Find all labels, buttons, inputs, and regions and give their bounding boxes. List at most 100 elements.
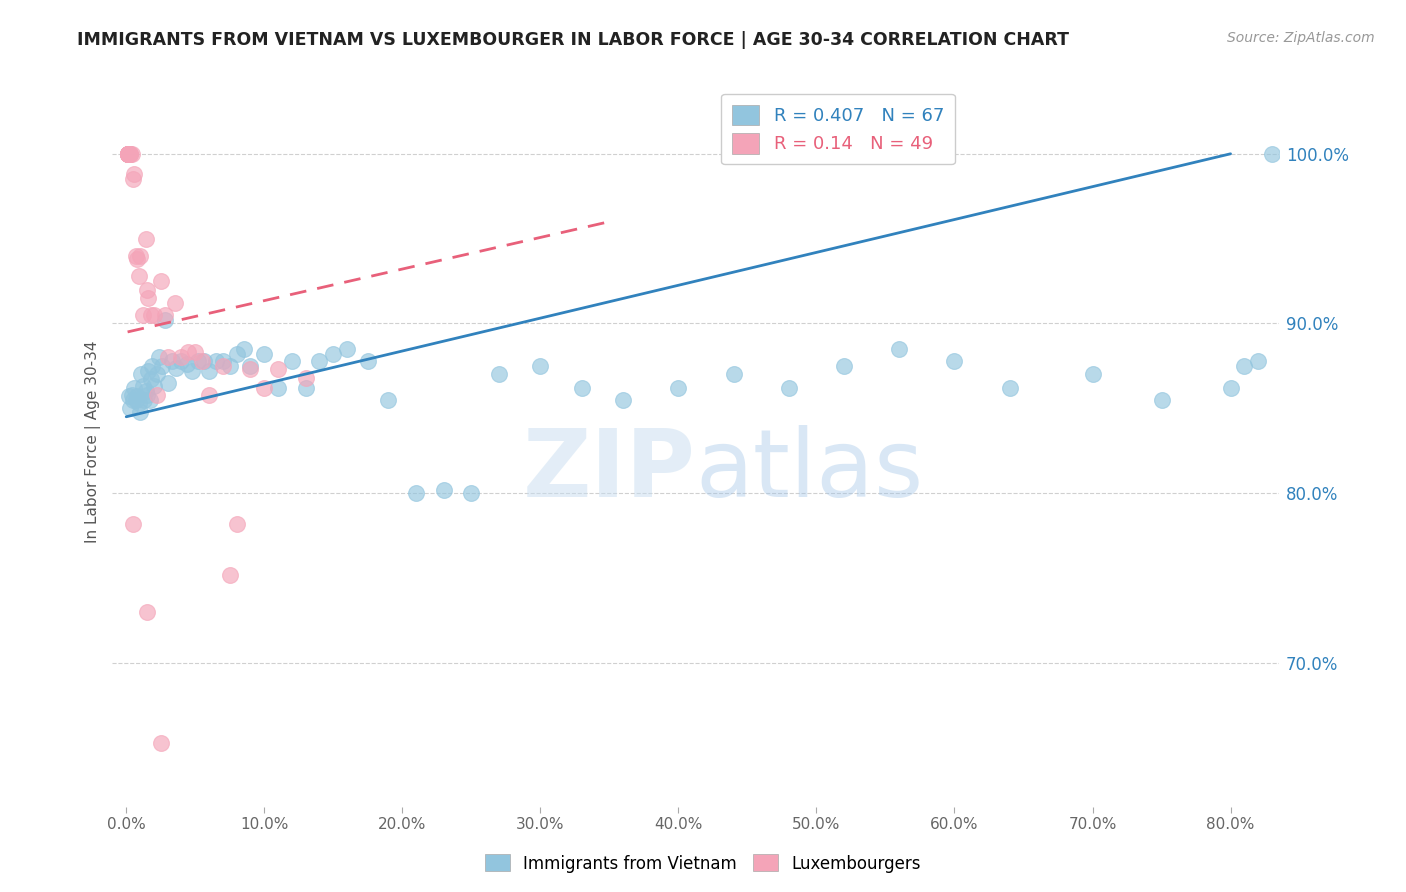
Text: atlas: atlas xyxy=(696,425,924,517)
Text: IMMIGRANTS FROM VIETNAM VS LUXEMBOURGER IN LABOR FORCE | AGE 30-34 CORRELATION C: IMMIGRANTS FROM VIETNAM VS LUXEMBOURGER … xyxy=(77,31,1070,49)
Point xyxy=(153,308,176,322)
Text: Source: ZipAtlas.com: Source: ZipAtlas.com xyxy=(1227,31,1375,45)
Point xyxy=(336,342,359,356)
Point xyxy=(118,389,141,403)
Point xyxy=(150,359,173,373)
Point xyxy=(571,381,593,395)
Text: ZIP: ZIP xyxy=(523,425,696,517)
Point xyxy=(127,389,149,403)
Point xyxy=(723,368,745,382)
Point xyxy=(118,146,141,161)
Point xyxy=(253,347,276,361)
Point xyxy=(488,368,510,382)
Point xyxy=(1261,146,1284,161)
Point xyxy=(225,347,247,361)
Point xyxy=(118,146,141,161)
Point xyxy=(294,381,316,395)
Point xyxy=(139,308,162,322)
Point xyxy=(1150,392,1173,407)
Point xyxy=(139,372,162,386)
Point xyxy=(225,516,247,531)
Point xyxy=(405,486,427,500)
Point xyxy=(142,308,165,322)
Point xyxy=(198,387,221,401)
Point xyxy=(322,347,344,361)
Point xyxy=(141,359,163,373)
Point xyxy=(128,268,150,283)
Point xyxy=(122,172,145,186)
Point xyxy=(128,396,150,410)
Point xyxy=(118,146,141,161)
Point xyxy=(163,296,186,310)
Point xyxy=(118,146,141,161)
Point xyxy=(998,381,1021,395)
Point xyxy=(294,370,316,384)
Point xyxy=(132,308,155,322)
Point xyxy=(135,384,157,399)
Point xyxy=(117,146,139,161)
Point xyxy=(177,345,200,359)
Point xyxy=(357,353,380,368)
Point xyxy=(156,376,179,390)
Point xyxy=(232,342,254,356)
Point xyxy=(132,379,155,393)
Point xyxy=(889,342,911,356)
Point xyxy=(832,359,855,373)
Point xyxy=(120,401,142,416)
Point xyxy=(181,364,204,378)
Point xyxy=(136,364,159,378)
Point xyxy=(165,360,187,375)
Point xyxy=(118,146,141,161)
Point xyxy=(281,353,304,368)
Point xyxy=(156,351,179,365)
Point xyxy=(239,359,262,373)
Point xyxy=(460,486,482,500)
Point xyxy=(145,387,167,401)
Point xyxy=(117,146,139,161)
Point xyxy=(148,351,170,365)
Point xyxy=(125,249,148,263)
Legend: Immigrants from Vietnam, Luxembourgers: Immigrants from Vietnam, Luxembourgers xyxy=(478,847,928,880)
Point xyxy=(117,146,139,161)
Point xyxy=(127,252,149,266)
Point xyxy=(193,353,215,368)
Point xyxy=(117,146,139,161)
Point xyxy=(160,353,183,368)
Point xyxy=(124,381,146,395)
Point xyxy=(131,368,153,382)
Point xyxy=(433,483,456,497)
Point xyxy=(267,362,290,376)
Point xyxy=(135,283,157,297)
Point xyxy=(205,353,228,368)
Point xyxy=(1233,359,1256,373)
Point xyxy=(943,353,966,368)
Point xyxy=(170,351,193,365)
Point xyxy=(198,364,221,378)
Point xyxy=(135,605,157,619)
Point xyxy=(377,392,399,407)
Point xyxy=(145,368,167,382)
Point xyxy=(211,353,233,368)
Point xyxy=(124,167,146,181)
Point xyxy=(120,146,142,161)
Point xyxy=(120,146,142,161)
Point xyxy=(267,381,290,395)
Point xyxy=(117,146,139,161)
Point xyxy=(176,357,198,371)
Point xyxy=(122,392,145,407)
Point xyxy=(117,146,139,161)
Point xyxy=(125,392,148,407)
Point xyxy=(134,392,156,407)
Point xyxy=(612,392,634,407)
Point xyxy=(117,146,139,161)
Point xyxy=(184,345,207,359)
Point xyxy=(170,353,193,368)
Point xyxy=(191,353,214,368)
Point xyxy=(129,405,152,419)
Point xyxy=(120,146,142,161)
Point xyxy=(136,291,159,305)
Point xyxy=(187,353,209,368)
Point xyxy=(211,359,233,373)
Legend: R = 0.407   N = 67, R = 0.14   N = 49: R = 0.407 N = 67, R = 0.14 N = 49 xyxy=(721,94,955,164)
Point xyxy=(1219,381,1241,395)
